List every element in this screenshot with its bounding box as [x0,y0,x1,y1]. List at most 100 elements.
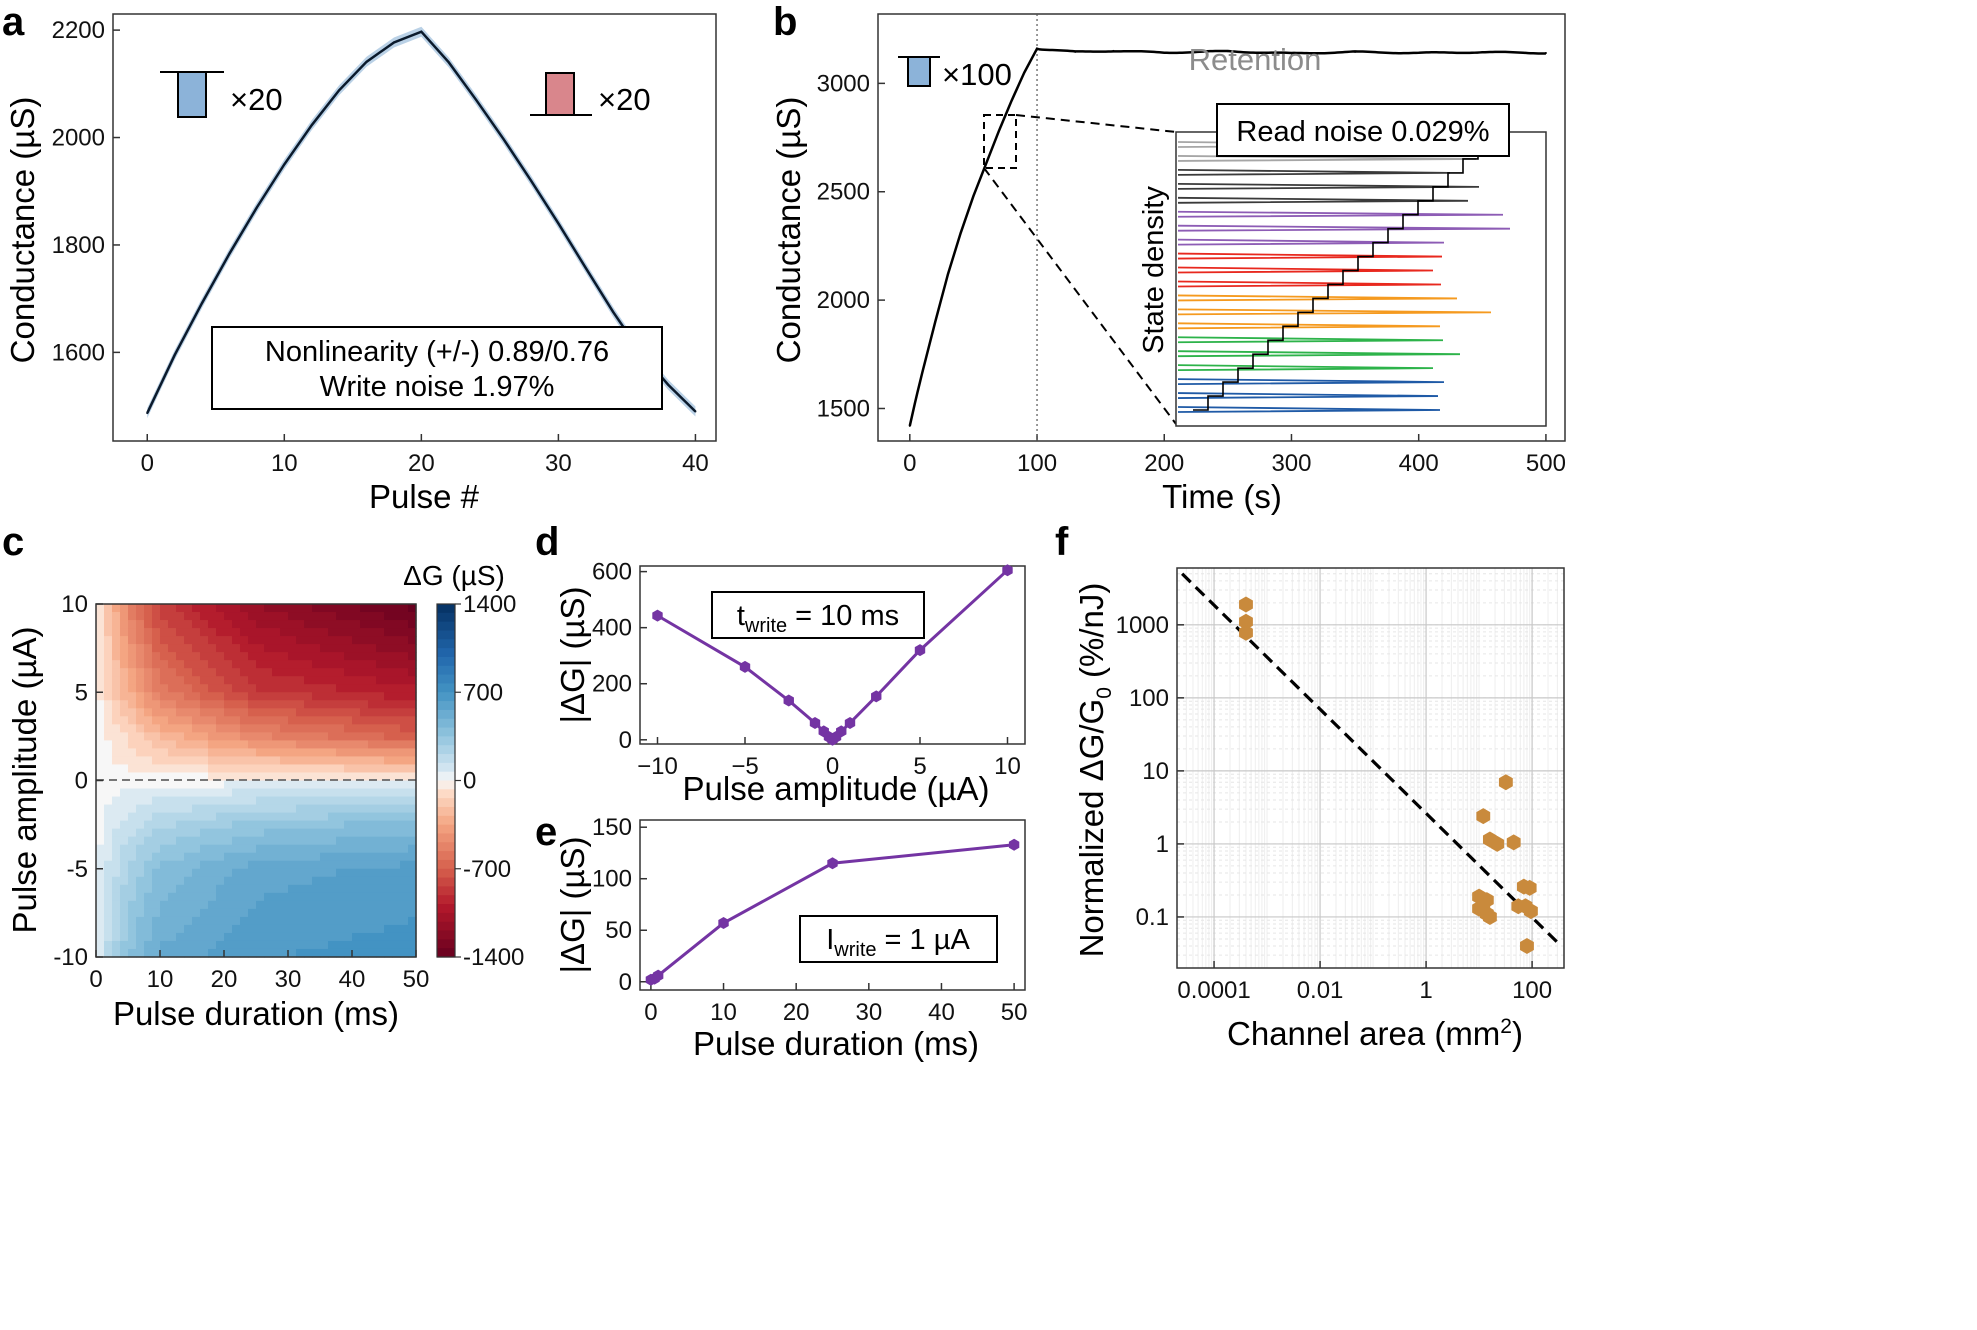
heatmap-cell [352,836,361,846]
colorbar-segment [437,806,455,817]
heatmap-cell [160,924,169,934]
heatmap-cell [328,780,337,790]
heatmap-cell [288,892,297,902]
heatmap-cell [288,660,297,669]
heatmap-cell [400,684,409,693]
heatmap-cell [200,732,209,741]
heatmap-cell [96,644,105,653]
heatmap-cell [336,884,345,894]
heatmap-cell [344,780,353,790]
heatmap-cell [256,620,265,629]
heatmap-cell [200,948,209,958]
heatmap-cell [200,700,209,709]
heatmap-cell [152,676,161,685]
heatmap-cell [152,660,161,669]
heatmap-cell [112,668,121,677]
heatmap-cell [304,708,313,717]
heatmap-cell [96,676,105,685]
heatmap-cell [200,940,209,950]
colorbar-segment [437,736,455,746]
heatmap-cell [248,948,257,958]
heatmap-cell [160,844,169,854]
heatmap-cell [272,796,281,806]
heatmap-cell [280,916,289,926]
heatmap-cell [336,692,345,701]
heatmap-cell [408,828,417,838]
heatmap-cell [368,756,377,766]
heatmap-cell [208,812,217,822]
heatmap-cell [96,780,105,790]
heatmap-cell [256,636,265,645]
heatmap-cell [296,604,305,613]
heatmap-cell [104,820,113,830]
data-point [228,252,231,255]
heatmap-cell [360,828,369,838]
heatmap-cell [272,812,281,822]
heatmap-cell [312,852,321,862]
heatmap-cell [352,764,361,774]
heatmap-cell [184,756,193,766]
heatmap-cell [272,852,281,862]
heatmap-cell [136,708,145,717]
heatmap-cell [112,644,121,653]
colorbar-segment [437,674,455,685]
heatmap-cell [232,668,241,677]
heatmap-cell [224,716,233,725]
heatmap-cell [176,732,185,741]
heatmap-cell [344,908,353,918]
heatmap-cell [240,604,249,613]
heatmap-cell [96,620,105,629]
heatmap-cell [192,932,201,942]
heatmap-cell [376,844,385,854]
heatmap-cell [360,740,369,750]
heatmap-cell [352,716,361,725]
heatmap-cell [160,836,169,846]
heatmap-cell [136,924,145,934]
heatmap-cell [288,756,297,766]
heatmap-cell [392,612,401,621]
heatmap-cell [192,788,201,798]
heatmap-cell [280,644,289,653]
heatmap-cell [96,772,105,782]
data-point [447,61,450,64]
heatmap-cell [272,916,281,926]
heatmap-cell [216,700,225,709]
heatmap-cell [384,676,393,685]
heatmap-cell [128,828,137,838]
heatmap-cell [400,748,409,758]
heatmap-cell [280,636,289,645]
heatmap-cell [272,940,281,950]
x-tick-label: 0 [141,450,154,477]
heatmap-cell [408,876,417,886]
heatmap-cell [232,780,241,790]
colorbar-segment [437,639,455,649]
heatmap-cell [240,620,249,629]
heatmap-cell [136,796,145,806]
heatmap-cell [304,932,313,942]
heatmap-cell [248,708,257,717]
heatmap-cell [200,804,209,814]
heatmap-cell [192,612,201,621]
heatmap-cell [320,636,329,645]
heatmap-cell [120,924,129,934]
heatmap-cell [272,780,281,790]
heatmap-cell [208,668,217,677]
heatmap-cell [400,884,409,894]
heatmap-cell [280,860,289,870]
heatmap-cell [160,668,169,677]
heatmap-cell [120,740,129,750]
heatmap-cell [96,604,105,613]
heatmap-cell [176,676,185,685]
heatmap-cell [264,700,273,709]
heatmap-cell [408,740,417,750]
heatmap-cell [240,652,249,661]
heatmap-cell [352,812,361,822]
heatmap-cell [384,924,393,934]
state-density-line [1177,182,1480,190]
heatmap-cell [184,828,193,838]
heatmap-cell [96,764,105,774]
heatmap-cell [312,668,321,677]
heatmap-cell [304,852,313,862]
